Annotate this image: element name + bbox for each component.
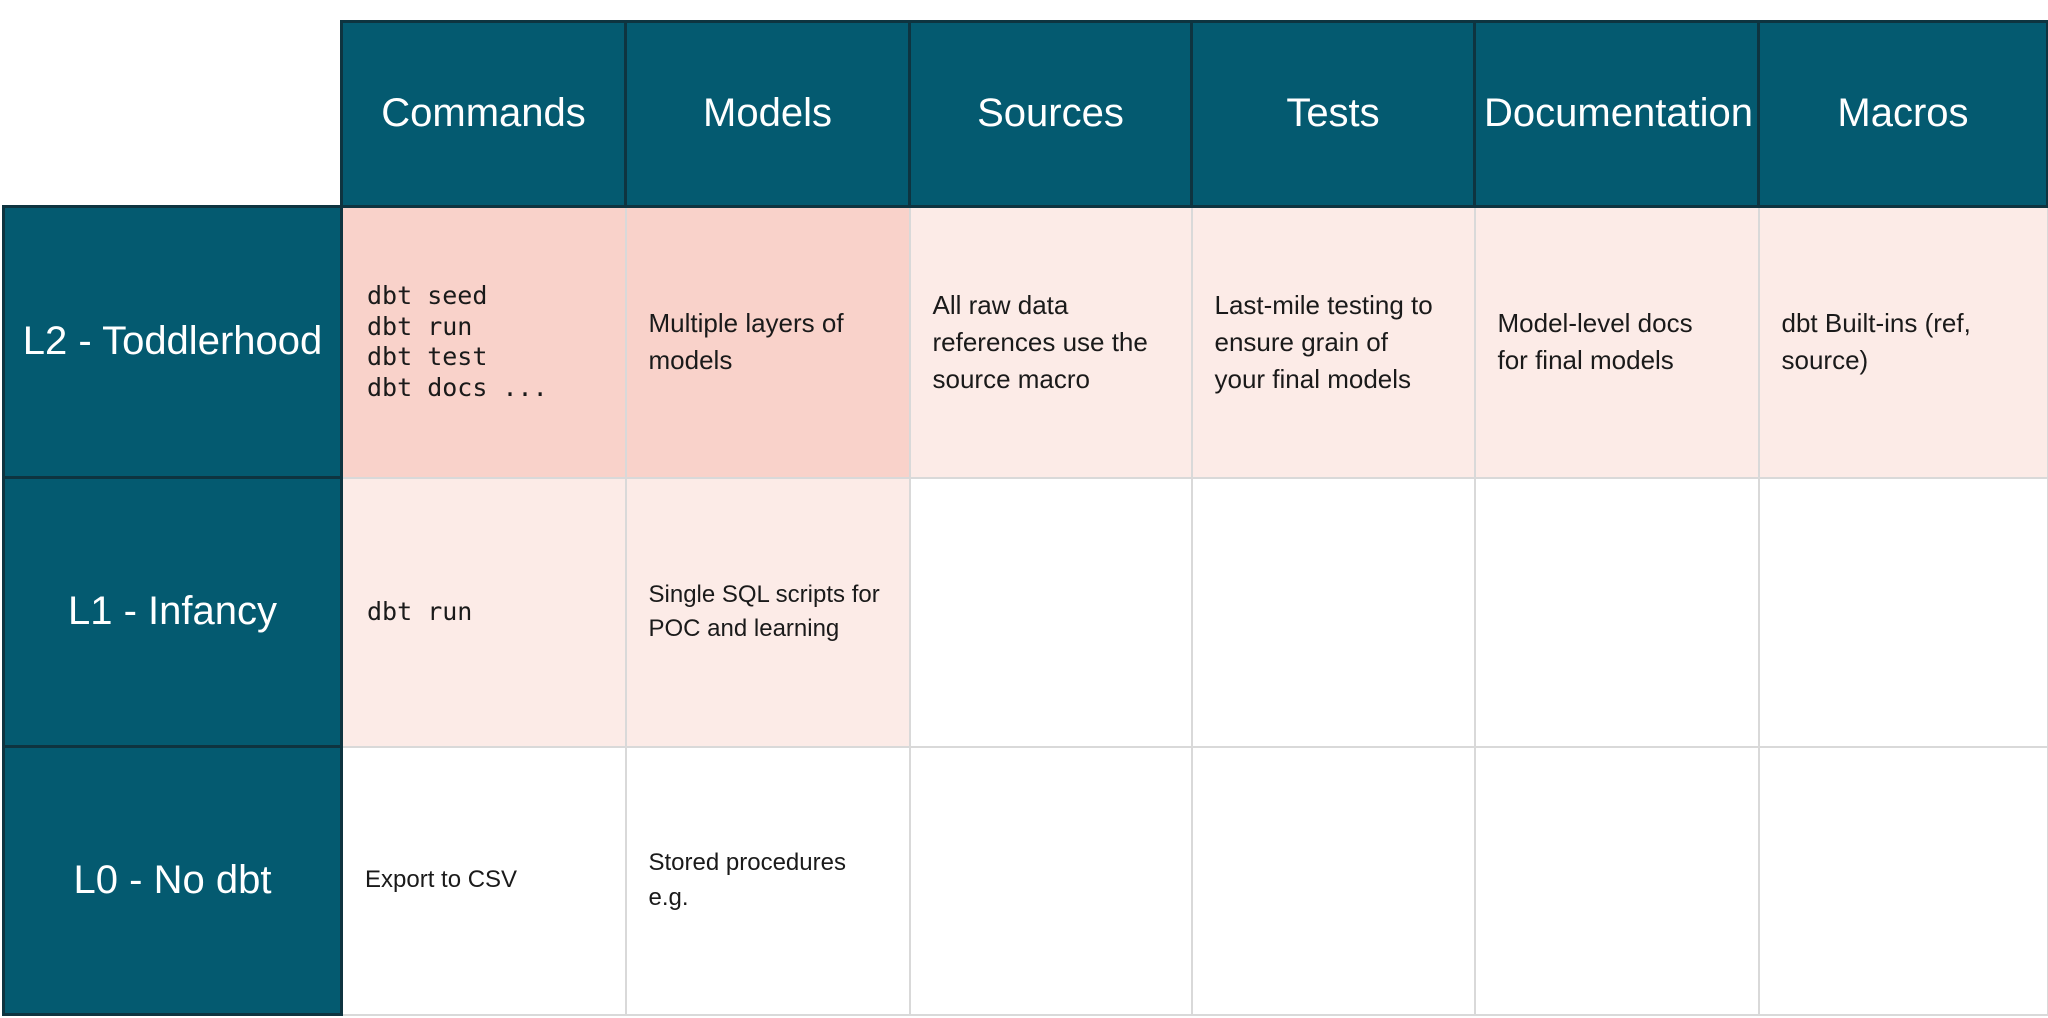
cell-l1-documentation	[1473, 476, 1760, 748]
cell-l0-sources	[908, 745, 1193, 1016]
cell-l0-macros	[1757, 745, 2048, 1016]
cell-l2-macros: dbt Built-ins (ref, source)	[1757, 205, 2048, 479]
cell-l2-tests: Last-mile testing to ensure grain of you…	[1190, 205, 1476, 479]
row-l1-infancy: L1 - Infancy dbt run Single SQL scripts …	[2, 476, 2048, 748]
cell-l1-tests	[1190, 476, 1476, 748]
cell-l2-documentation: Model-level docs for final models	[1473, 205, 1760, 479]
cell-l1-sources	[908, 476, 1193, 748]
column-header-sources: Sources	[908, 20, 1193, 208]
cell-l2-models: Multiple layers of models	[624, 205, 911, 479]
cell-l1-models: Single SQL scripts for POC and learning	[624, 476, 911, 748]
cell-l2-sources: All raw data references use the source m…	[908, 205, 1193, 479]
column-header-macros: Macros	[1757, 20, 2048, 208]
cell-l0-documentation	[1473, 745, 1760, 1016]
row-header-l1-infancy: L1 - Infancy	[2, 476, 343, 748]
column-header-models: Models	[624, 20, 911, 208]
cell-l0-commands: Export to CSV	[340, 745, 627, 1016]
row-header-l2-toddlerhood: L2 - Toddlerhood	[2, 205, 343, 479]
cell-l1-commands: dbt run	[340, 476, 627, 748]
cell-l0-tests	[1190, 745, 1476, 1016]
cell-l2-commands: dbt seed dbt run dbt test dbt docs ...	[340, 205, 627, 479]
row-l0-no-dbt: L0 - No dbt Export to CSV Stored procedu…	[2, 745, 2048, 1016]
cell-l0-models: Stored procedures e.g.	[624, 745, 911, 1016]
row-l2-toddlerhood: L2 - Toddlerhood dbt seed dbt run dbt te…	[2, 205, 2048, 479]
slide-canvas: Commands Models Sources Tests Documentat…	[2, 20, 2048, 1016]
row-header-l0-no-dbt: L0 - No dbt	[2, 745, 343, 1016]
corner-cell	[3, 21, 342, 207]
column-header-documentation: Documentation	[1473, 20, 1760, 208]
column-header-tests: Tests	[1190, 20, 1476, 208]
dbt-maturity-table: Commands Models Sources Tests Documentat…	[2, 20, 2048, 1016]
header-row: Commands Models Sources Tests Documentat…	[3, 20, 2048, 208]
column-header-commands: Commands	[340, 20, 627, 208]
cell-l1-macros	[1757, 476, 2048, 748]
